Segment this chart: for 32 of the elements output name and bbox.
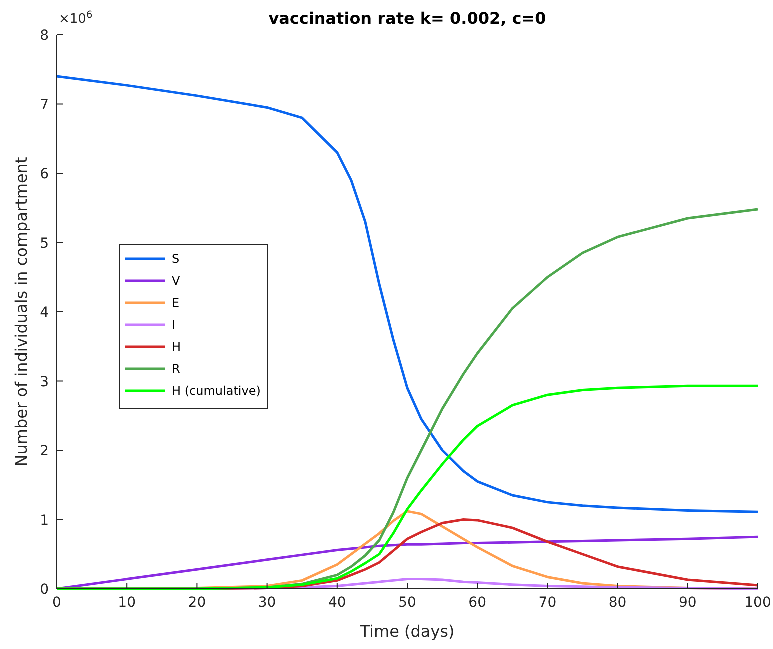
legend-label: E <box>172 296 180 310</box>
x-tick-label: 50 <box>398 595 416 611</box>
y-tick-label: 2 <box>40 444 49 460</box>
legend-label: R <box>172 362 180 376</box>
chart-title: vaccination rate k= 0.002, c=0 <box>268 9 546 28</box>
y-tick-label: 7 <box>40 97 49 114</box>
x-tick-label: 90 <box>678 595 697 611</box>
x-tick-label: 40 <box>328 595 346 611</box>
x-tick-label: 60 <box>468 595 487 611</box>
line-series <box>56 75 760 514</box>
x-tick-label: 80 <box>608 595 627 611</box>
legend-label: I <box>172 318 176 332</box>
y-tick-label: 5 <box>40 236 49 252</box>
legend-label: H (cumulative) <box>172 384 261 398</box>
legend-label: S <box>172 252 180 266</box>
legend-label: V <box>172 274 181 288</box>
x-tick-label: 70 <box>538 595 557 611</box>
x-tick-label: 10 <box>118 595 136 611</box>
text: ×10$^{6}$ <box>59 10 93 27</box>
legend-label: H <box>172 340 182 354</box>
y-tick-label: 1 <box>40 512 49 529</box>
x-tick-label: 20 <box>188 595 206 611</box>
y-tick-label: 8 <box>40 28 49 44</box>
y-tick-label: 3 <box>40 374 49 390</box>
x-tick-label: 100 <box>744 595 772 611</box>
x-axis-title: Time (days) <box>359 622 455 641</box>
y-axis-title: Number of individuals in compartment <box>12 157 31 467</box>
y-tick-label: 4 <box>40 305 50 321</box>
x-tick-label: 0 <box>52 595 62 611</box>
y-tick-label: 0 <box>40 582 49 598</box>
y-tick-label: 6 <box>40 166 50 182</box>
x-tick-label: 30 <box>258 595 276 611</box>
